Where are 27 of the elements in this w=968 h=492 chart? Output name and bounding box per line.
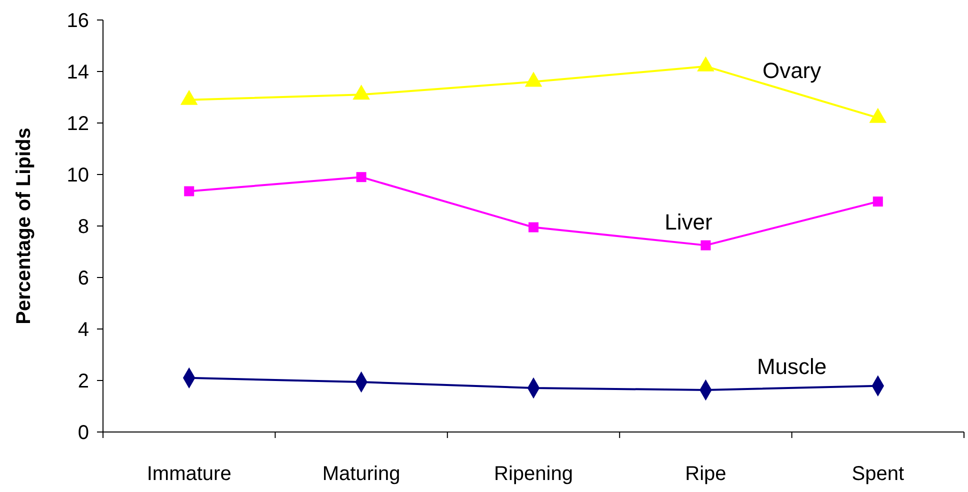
y-tick-label: 16	[66, 10, 89, 32]
y-axis-title: Percentage of Lipids	[13, 128, 35, 324]
y-tick-label: 4	[78, 319, 89, 341]
y-tick-label: 6	[78, 268, 89, 290]
point	[528, 222, 538, 232]
x-tick-label: Ripe	[685, 463, 726, 485]
series-label: Liver	[664, 210, 712, 235]
point	[352, 84, 370, 100]
y-tick-label: 0	[78, 422, 89, 444]
series-label: Ovary	[762, 58, 822, 84]
series-label: Muscle	[756, 354, 827, 379]
y-tick-label: 12	[66, 113, 89, 135]
point	[184, 186, 194, 196]
x-tick-label: Ripening	[494, 463, 573, 485]
point	[697, 56, 714, 72]
x-tick-label: Maturing	[322, 463, 400, 485]
point	[872, 196, 883, 207]
y-tick-label: 10	[66, 164, 89, 186]
point	[700, 240, 711, 250]
point	[180, 90, 198, 105]
point	[869, 108, 887, 123]
y-tick-label: 2	[78, 370, 89, 392]
x-tick-label: Immature	[146, 463, 232, 485]
x-tick-label: Spent	[852, 463, 904, 485]
y-tick-label: 14	[66, 62, 89, 84]
point	[524, 72, 542, 87]
y-tick-label: 8	[78, 216, 89, 238]
